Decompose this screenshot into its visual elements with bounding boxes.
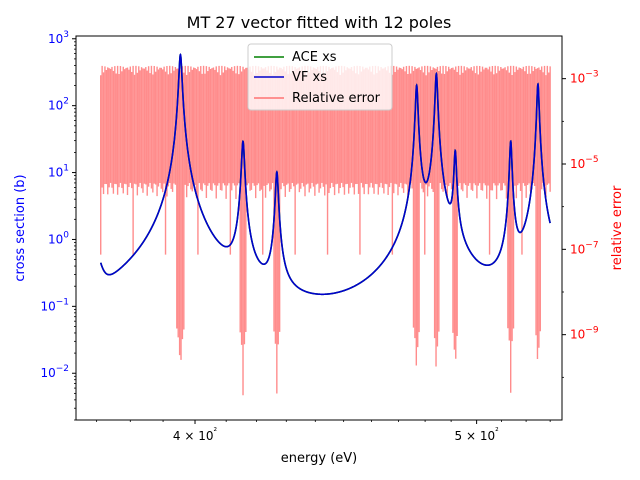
x-tick-label: 4 × 10²	[173, 427, 218, 443]
right-tick-label-base: 10	[570, 328, 585, 342]
left-axis-label: cross section (b)	[13, 174, 28, 281]
left-tick-label-exponent: 0	[63, 230, 69, 240]
left-tick-label-exponent: 1	[63, 164, 69, 174]
right-tick-label-base: 10	[570, 157, 585, 171]
right-tick-label-base: 10	[570, 72, 585, 86]
left-tick-label-base: 10	[40, 366, 55, 380]
legend-label-ace: ACE xs	[292, 50, 337, 65]
left-tick-label-exponent: −1	[56, 297, 69, 307]
left-tick-label-exponent: 2	[63, 97, 69, 107]
left-tick-label: 10−1	[40, 297, 69, 313]
left-tick-label: 101	[48, 164, 69, 180]
right-tick-label-exponent: −9	[585, 326, 599, 336]
left-tick-label: 10−2	[40, 364, 69, 380]
legend-box	[247, 43, 393, 111]
left-tick-label: 102	[48, 97, 69, 113]
plot-frame	[75, 35, 563, 421]
right-axis-label: relative error	[610, 185, 625, 270]
x-tick-label-base: 5 × 10	[455, 429, 496, 443]
left-tick-label-exponent: 3	[63, 30, 69, 40]
legend-label-vf: VF xs	[292, 70, 327, 85]
relative-error-layer	[100, 65, 551, 396]
left-tick-label: 100	[48, 230, 69, 246]
legend-label-error: Relative error	[292, 91, 381, 106]
legend: ACE xs VF xs Relative error	[247, 43, 393, 111]
left-tick-label-base: 10	[48, 166, 63, 180]
right-tick-label: 10−7	[570, 240, 599, 256]
x-tick-label-exponent: ²	[214, 427, 218, 437]
x-tick-label-base: 4 × 10	[173, 429, 214, 443]
x-tick-label-exponent: ²	[495, 427, 499, 437]
left-tick-label-base: 10	[48, 99, 63, 113]
right-tick-label: 10−5	[570, 155, 599, 171]
right-tick-label: 10−3	[570, 70, 599, 86]
left-tick-label-base: 10	[48, 232, 63, 246]
left-tick-label-base: 10	[40, 299, 55, 313]
left-tick-label: 103	[48, 30, 69, 46]
chart-title: MT 27 vector fitted with 12 poles	[187, 13, 452, 32]
right-axis: 10−910−710−510−3	[562, 70, 599, 378]
left-tick-label-base: 10	[48, 32, 63, 46]
x-axis: 4 × 10² 5 × 10²	[96, 420, 551, 443]
right-tick-label: 10−9	[570, 326, 599, 342]
vf-xs-line	[99, 53, 551, 296]
right-tick-label-exponent: −7	[585, 240, 598, 250]
right-tick-label-base: 10	[570, 242, 585, 256]
left-tick-label-exponent: −2	[56, 364, 69, 374]
right-tick-label-exponent: −5	[585, 155, 598, 165]
x-tick-label: 5 × 10²	[455, 427, 500, 443]
x-axis-label: energy (eV)	[281, 451, 357, 466]
right-tick-label-exponent: −3	[585, 70, 598, 80]
cross-section-layer	[99, 53, 551, 296]
